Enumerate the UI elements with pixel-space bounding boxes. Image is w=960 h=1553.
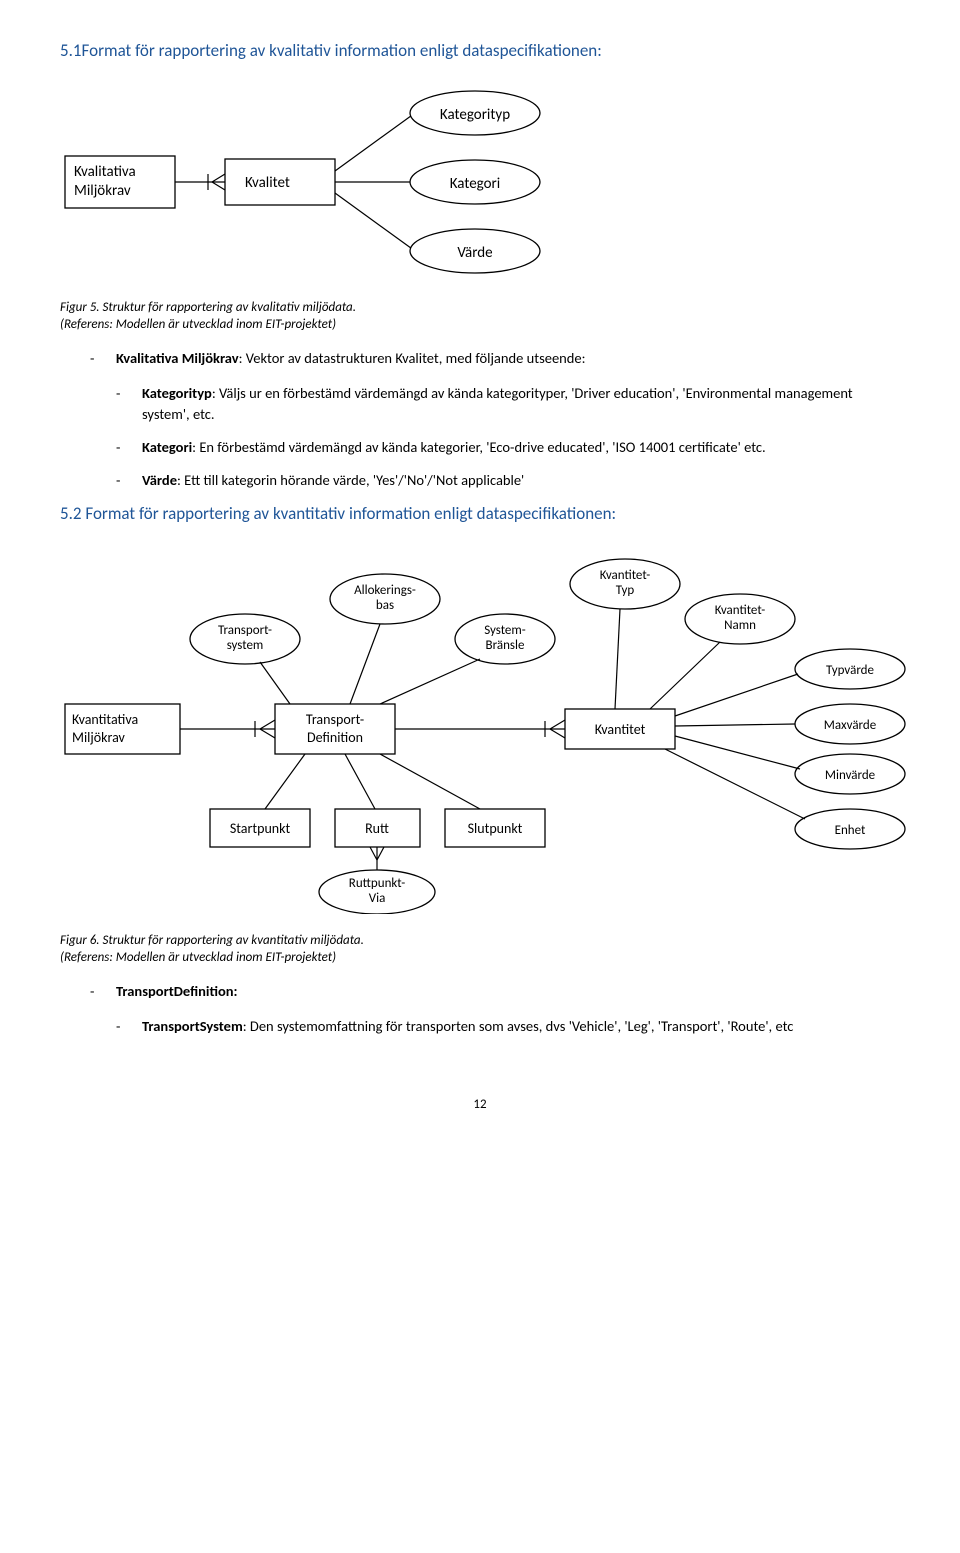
d1-ellipse-2: Värde bbox=[457, 244, 492, 262]
dash-icon: - bbox=[90, 348, 116, 369]
diagram-2: Transport- system Allokerings- bas Syste… bbox=[60, 534, 900, 919]
list-item: Värde: Ett till kategorin hörande värde,… bbox=[142, 470, 900, 491]
svg-text:Rutt: Rutt bbox=[365, 820, 389, 837]
svg-text:Namn: Namn bbox=[724, 618, 756, 633]
section-5-1-heading: 5.1Format för rapportering av kvalitativ… bbox=[60, 40, 900, 61]
list-item: Kategori: En förbestämd värdemängd av kä… bbox=[142, 437, 900, 458]
svg-text:system: system bbox=[227, 638, 264, 653]
svg-text:Slutpunkt: Slutpunkt bbox=[468, 820, 523, 837]
svg-text:System-: System- bbox=[484, 623, 526, 638]
svg-text:Typ: Typ bbox=[616, 583, 635, 598]
figure-6-reference: (Referens: Modellen är utvecklad inom EI… bbox=[60, 950, 900, 965]
svg-text:Kvantitet-: Kvantitet- bbox=[600, 568, 651, 583]
list-1-intro: Kvalitativa Miljökrav: Vektor av datastr… bbox=[116, 348, 900, 369]
list-2-sub: - TransportSystem: Den systemomfattning … bbox=[116, 1016, 900, 1037]
svg-text:Miljökrav: Miljökrav bbox=[72, 729, 126, 746]
d1-ellipse-0: Kategorityp bbox=[440, 106, 510, 124]
svg-text:Transport-: Transport- bbox=[218, 623, 272, 638]
figure-5-caption: Figur 5. Struktur för rapportering av kv… bbox=[60, 300, 900, 315]
dash-icon: - bbox=[116, 1016, 142, 1037]
dash-icon: - bbox=[116, 383, 142, 425]
svg-text:Ruttpunkt-: Ruttpunkt- bbox=[349, 876, 405, 891]
list-1-intro-bold: Kvalitativa Miljökrav bbox=[116, 349, 239, 367]
d1-kv-miljokrav-l1: Kvalitativa bbox=[74, 163, 136, 181]
diagram-2-svg: Transport- system Allokerings- bas Syste… bbox=[60, 534, 920, 914]
svg-text:Allokerings-: Allokerings- bbox=[354, 583, 416, 598]
list-1: - Kvalitativa Miljökrav: Vektor av datas… bbox=[90, 348, 900, 369]
figure-6-caption: Figur 6. Struktur för rapportering av kv… bbox=[60, 933, 900, 948]
list-1-intro-rest: : Vektor av datastrukturen Kvalitet, med… bbox=[239, 349, 586, 367]
dash-icon: - bbox=[90, 981, 116, 1002]
diagram-1: Kvalitativa Miljökrav Kvalitet Kategorit… bbox=[60, 71, 900, 286]
dash-icon: - bbox=[116, 437, 142, 458]
page-number: 12 bbox=[60, 1097, 900, 1112]
svg-text:Kvantitativa: Kvantitativa bbox=[72, 711, 138, 728]
svg-text:Kvantitet: Kvantitet bbox=[595, 721, 646, 738]
list-1-sub: - Kategorityp: Väljs ur en förbestämd vä… bbox=[116, 383, 900, 491]
d1-kvalitet: Kvalitet bbox=[245, 174, 290, 192]
svg-text:Typvärde: Typvärde bbox=[826, 663, 874, 678]
section-5-2-heading: 5.2 Format för rapportering av kvantitat… bbox=[60, 503, 900, 524]
list-2-top: TransportDefinition: bbox=[116, 981, 900, 1002]
svg-text:Kvantitet-: Kvantitet- bbox=[715, 603, 766, 618]
svg-text:Bränsle: Bränsle bbox=[486, 638, 525, 653]
svg-text:Transport-: Transport- bbox=[306, 711, 364, 728]
svg-text:Definition: Definition bbox=[307, 729, 363, 746]
svg-text:Via: Via bbox=[369, 891, 386, 906]
svg-text:Minvärde: Minvärde bbox=[825, 768, 875, 783]
list-item: Kategorityp: Väljs ur en förbestämd värd… bbox=[142, 383, 900, 425]
svg-text:Startpunkt: Startpunkt bbox=[230, 820, 291, 837]
svg-text:Enhet: Enhet bbox=[835, 823, 866, 838]
d1-kv-miljokrav-l2: Miljökrav bbox=[74, 182, 131, 200]
dash-icon: - bbox=[116, 470, 142, 491]
figure-5-reference: (Referens: Modellen är utvecklad inom EI… bbox=[60, 317, 900, 332]
diagram-1-svg: Kvalitativa Miljökrav Kvalitet Kategorit… bbox=[60, 71, 620, 281]
list-2: - TransportDefinition: bbox=[90, 981, 900, 1002]
svg-text:bas: bas bbox=[376, 598, 394, 613]
list-item: TransportSystem: Den systemomfattning fö… bbox=[142, 1016, 900, 1037]
svg-text:Maxvärde: Maxvärde bbox=[824, 718, 876, 733]
d1-ellipse-1: Kategori bbox=[450, 175, 500, 193]
